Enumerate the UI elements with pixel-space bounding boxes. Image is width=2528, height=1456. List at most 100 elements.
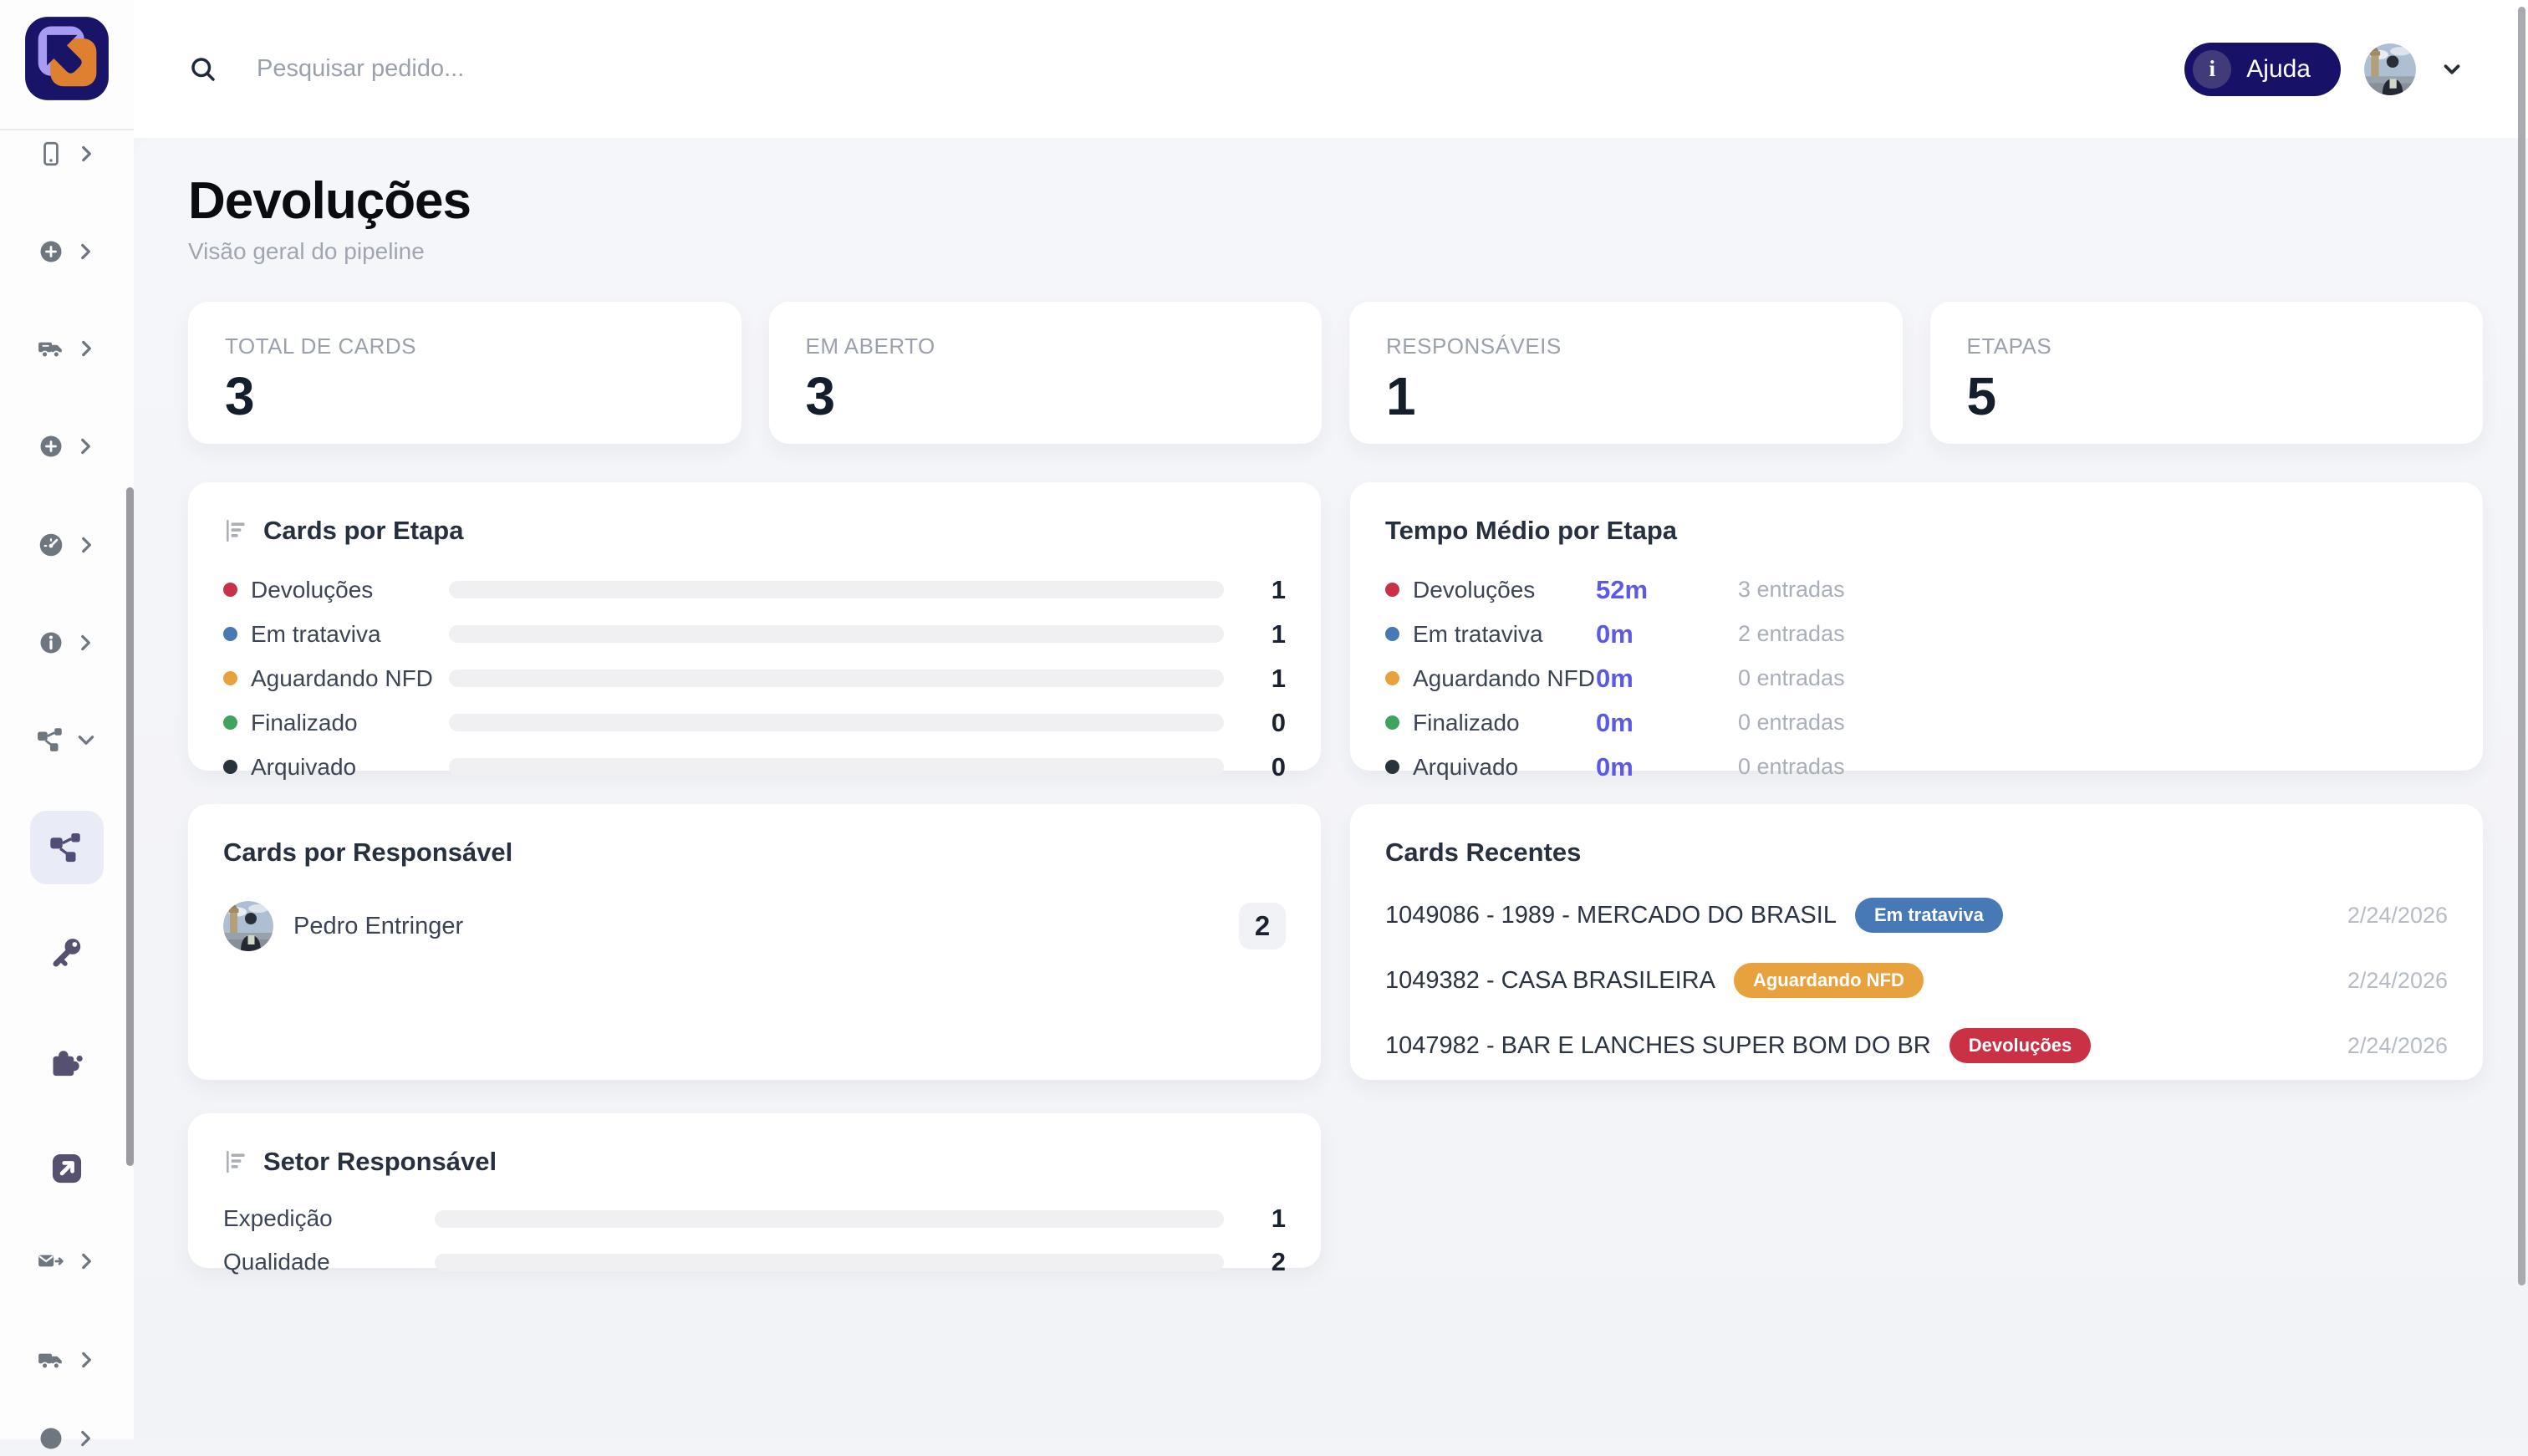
panel-header: Cards Recentes	[1385, 837, 2448, 868]
phone-icon	[37, 140, 65, 168]
app-logo[interactable]	[23, 15, 110, 102]
etapa-label: Finalizado	[251, 710, 358, 736]
panel-title: Setor Responsável	[263, 1147, 497, 1177]
network-icon	[49, 830, 84, 865]
cards-por-etapa-panel: Cards por Etapa Devoluções 1 Em trataviv…	[188, 482, 1321, 771]
legend-dot	[223, 583, 237, 597]
tempo-row: Em trataviva 0m 2 entradas	[1385, 612, 2448, 656]
bar-track	[435, 1254, 1224, 1271]
main-content: Devoluções Visão geral do pipeline TOTAL…	[134, 138, 2528, 1439]
chevron-right-icon	[75, 143, 97, 165]
recent-card-item[interactable]: 1049086 - 1989 - MERCADO DO BRASIL Em tr…	[1385, 898, 2448, 933]
sidebar-item-phone[interactable]	[0, 136, 134, 171]
sidebar-item-truck-2[interactable]	[0, 1342, 134, 1377]
sidebar-item-network-active[interactable]	[30, 811, 104, 884]
recent-card-date: 2/24/2026	[2347, 903, 2448, 929]
setor-responsavel-panel: Setor Responsável Expedição 1 Qualidade …	[188, 1113, 1321, 1268]
chevron-down-icon[interactable]	[2439, 57, 2464, 82]
recent-card-item[interactable]: 1049382 - CASA BRASILEIRA Aguardando NFD…	[1385, 963, 2448, 998]
panel-title: Cards por Responsável	[223, 837, 512, 868]
sidebar-item-puzzle[interactable]	[0, 1046, 134, 1081]
arrow-up-right-square-icon	[49, 1151, 84, 1186]
stat-label: RESPONSÁVEIS	[1386, 333, 1866, 359]
stat-value: 1	[1386, 369, 1866, 423]
chevron-right-icon	[74, 435, 96, 457]
tempo-label: Em trataviva	[1413, 621, 1543, 648]
sidebar-item-mail-send[interactable]	[0, 1244, 134, 1279]
plus-circle-icon	[38, 238, 64, 265]
setor-row: Expedição 1	[223, 1197, 1286, 1240]
recent-card-date: 2/24/2026	[2347, 968, 2448, 994]
stat-card-aberto: EM ABERTO 3	[769, 302, 1323, 444]
tempo-entries: 2 entradas	[1738, 621, 2448, 647]
recent-card-date: 2/24/2026	[2347, 1033, 2448, 1059]
network-icon	[37, 725, 65, 754]
bar-track	[449, 714, 1224, 731]
user-avatar[interactable]	[2364, 43, 2416, 95]
setor-value: 2	[1239, 1247, 1286, 1277]
etapa-row: Finalizado 0	[223, 700, 1286, 745]
avatar-photo	[2364, 43, 2416, 95]
responsavel-row[interactable]: Pedro Entringer 2	[223, 901, 1286, 951]
status-badge: Em trataviva	[1855, 898, 2003, 933]
etapa-value: 1	[1239, 619, 1286, 649]
chevron-down-icon	[75, 729, 97, 751]
plus-circle-icon	[38, 433, 64, 460]
sidebar-item-add-2[interactable]	[0, 429, 134, 464]
tempo-entries: 0 entradas	[1738, 665, 2448, 691]
stat-value: 3	[225, 369, 705, 423]
truck-icon	[37, 334, 65, 363]
bar-track	[449, 581, 1224, 598]
sidebar-item-partial[interactable]	[0, 1421, 134, 1456]
mail-send-icon	[37, 1247, 65, 1275]
sidebar-group-network[interactable]	[0, 722, 134, 757]
sidebar-item-info[interactable]	[0, 625, 134, 660]
recent-card-item[interactable]: 1047982 - BAR E LANCHES SUPER BOM DO BR …	[1385, 1028, 2448, 1063]
legend-dot	[1385, 671, 1399, 685]
search-input[interactable]	[255, 54, 1011, 84]
app-logo-icon	[23, 15, 110, 102]
search-bar	[188, 54, 1011, 84]
chevron-right-icon	[74, 1428, 96, 1449]
panel-title: Cards Recentes	[1385, 837, 1581, 868]
bar-track	[449, 625, 1224, 643]
legend-dot	[1385, 627, 1399, 641]
cards-recentes-panel: Cards Recentes 1049086 - 1989 - MERCADO …	[1350, 804, 2483, 1080]
panel-title: Cards por Etapa	[263, 516, 463, 546]
panel-title: Tempo Médio por Etapa	[1385, 516, 1677, 546]
legend-dot	[223, 627, 237, 641]
tempo-value: 0m	[1596, 708, 1738, 738]
recent-card-title: 1047982 - BAR E LANCHES SUPER BOM DO BR	[1385, 1032, 1931, 1060]
bar-track	[435, 1210, 1224, 1228]
bar-chart-icon	[223, 1148, 250, 1175]
setor-label: Expedição	[223, 1205, 420, 1232]
etapa-value: 0	[1239, 708, 1286, 738]
chevron-right-icon	[75, 1250, 97, 1272]
etapa-label: Aguardando NFD	[251, 665, 433, 692]
setor-label: Qualidade	[223, 1249, 420, 1275]
user-avatar	[223, 901, 273, 951]
sidebar-scrollbar[interactable]	[126, 487, 134, 1166]
legend-dot	[223, 671, 237, 685]
bar-chart-icon	[223, 517, 250, 544]
panel-header: Cards por Etapa	[223, 516, 1286, 546]
page-subtitle: Visão geral do pipeline	[188, 238, 2483, 265]
search-icon	[188, 54, 218, 84]
key-icon	[48, 934, 85, 971]
sidebar-item-key[interactable]	[0, 935, 134, 970]
sidebar-item-external-link[interactable]	[0, 1151, 134, 1186]
sidebar-item-add-1[interactable]	[0, 234, 134, 269]
setor-value: 1	[1239, 1204, 1286, 1234]
etapa-value: 0	[1239, 752, 1286, 782]
help-button[interactable]: i Ajuda	[2184, 43, 2341, 96]
sidebar-item-gauge[interactable]	[0, 527, 134, 563]
page-scrollbar[interactable]	[2518, 7, 2525, 1285]
tempo-medio-panel: Tempo Médio por Etapa Devoluções 52m 3 e…	[1350, 482, 2483, 771]
sidebar-item-truck-1[interactable]	[0, 331, 134, 366]
setor-row: Qualidade 2	[223, 1240, 1286, 1284]
bar-track	[449, 758, 1224, 776]
panel-header: Setor Responsável	[223, 1147, 1286, 1177]
legend-dot	[1385, 715, 1399, 730]
tempo-entries: 0 entradas	[1738, 754, 2448, 780]
recent-card-title: 1049086 - 1989 - MERCADO DO BRASIL	[1385, 902, 1837, 929]
